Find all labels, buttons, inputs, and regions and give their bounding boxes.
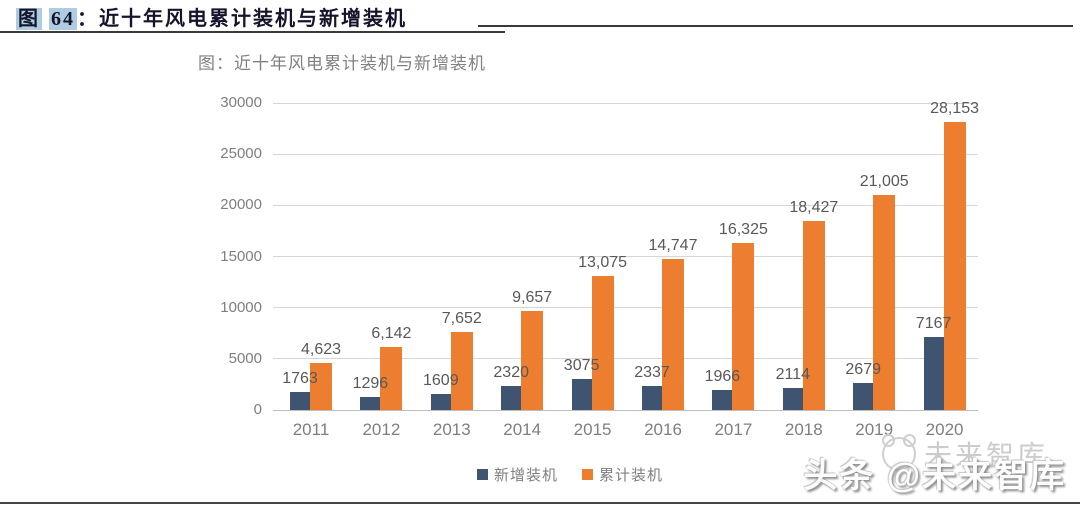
bar-label-cumulative: 6,142 <box>371 325 412 343</box>
legend-label-new: 新增装机 <box>493 467 558 484</box>
bar-label-new: 2320 <box>493 364 529 382</box>
bar-label-cumulative: 13,075 <box>578 254 628 272</box>
bottom-rule <box>0 502 1080 504</box>
figure-caption: 图 64 ：近十年风电累计装机与新增装机 <box>16 2 407 30</box>
bar-cumulative <box>591 276 614 410</box>
bar-label-new: 1763 <box>282 369 318 387</box>
bar-new <box>571 378 592 410</box>
x-tick-label: 2013 <box>432 420 471 439</box>
bar-new <box>923 336 944 410</box>
gridline <box>273 307 978 309</box>
bar-label-cumulative: 18,427 <box>789 199 839 217</box>
bar-new <box>290 391 310 410</box>
bar-cumulative <box>943 121 966 410</box>
bar-label-new: 2114 <box>775 366 810 384</box>
bar-new <box>642 386 662 410</box>
x-tick-label: 2017 <box>714 420 753 439</box>
watermark-faint-text: 未来智库 <box>924 440 1049 471</box>
bar-cumulative <box>310 362 332 410</box>
bar-label-cumulative: 14,747 <box>648 237 698 255</box>
y-tick-label: 15000 <box>220 247 262 265</box>
y-tick-label: 20000 <box>220 196 262 214</box>
figure-number: 64 <box>49 8 77 30</box>
y-tick-label: 5000 <box>228 349 262 367</box>
bar-label-cumulative: 16,325 <box>718 220 768 238</box>
legend-swatch-cumulative <box>582 469 593 480</box>
bar-label-new: 1966 <box>704 367 741 385</box>
bar-new <box>360 396 381 410</box>
gridline <box>273 409 978 411</box>
bar-cumulative <box>450 331 473 410</box>
caption-title: 近十年风电累计装机与新增装机 <box>99 8 407 30</box>
gridline <box>273 256 978 257</box>
header-rule <box>478 25 1073 27</box>
gridline <box>273 204 978 206</box>
bar-label-cumulative: 21,005 <box>859 173 909 191</box>
bar-new <box>712 389 733 410</box>
x-tick-label: 2011 <box>292 420 330 439</box>
y-tick-label: 0 <box>253 401 262 418</box>
bar-cumulative <box>873 195 896 410</box>
x-tick-label: 2016 <box>644 420 682 439</box>
legend-item-new: 新增装机 <box>476 464 558 485</box>
bar-label-new: 1296 <box>352 374 389 392</box>
y-tick-label: 10000 <box>220 298 262 316</box>
legend: 新增装机 累计装机 <box>330 464 810 485</box>
bar-label-new: 7167 <box>915 314 952 332</box>
bar-label-cumulative: 9,657 <box>512 289 553 307</box>
x-tick-label: 2018 <box>784 420 823 439</box>
chart-title: 图：近十年风电累计装机与新增装机 <box>198 54 486 73</box>
watermark-faint: 未来智库 <box>882 434 1048 474</box>
x-tick-label: 2012 <box>362 420 401 439</box>
bar-label-new: 2679 <box>845 360 881 378</box>
bar-cumulative <box>732 242 755 410</box>
caption-separator: ： <box>77 8 99 30</box>
x-tick-label: 2020 <box>925 420 964 439</box>
bar-new <box>501 386 522 410</box>
gridline <box>273 153 978 155</box>
legend-label-cumulative: 累计装机 <box>599 467 664 484</box>
gridline <box>273 358 978 360</box>
watermark-bold-text: 头条 @未来智库 <box>803 457 1066 495</box>
y-tick-label: 25000 <box>220 145 262 163</box>
bar-label-new: 3075 <box>563 356 600 374</box>
figure-word: 图 <box>16 8 42 30</box>
x-tick-label: 2015 <box>573 420 612 439</box>
bar-label-cumulative: 28,153 <box>930 99 980 117</box>
bar-cumulative <box>521 311 544 410</box>
bar-label-cumulative: 7,652 <box>441 309 482 327</box>
bar-cumulative <box>662 259 684 410</box>
bar-label-cumulative: 4,623 <box>300 340 342 358</box>
bar-label-new: 1609 <box>423 371 459 389</box>
gridline <box>273 102 978 104</box>
panda-logo-icon <box>882 434 916 471</box>
y-tick-label: 30000 <box>220 94 262 111</box>
bar-new <box>430 393 451 410</box>
bar-cumulative <box>380 347 403 410</box>
legend-item-cumulative: 累计装机 <box>582 464 663 485</box>
bar-cumulative <box>802 221 825 410</box>
bar-new <box>782 388 803 410</box>
x-tick-label: 2014 <box>503 420 542 439</box>
x-tick-label: 2019 <box>855 420 894 439</box>
bar-new <box>853 382 874 410</box>
legend-swatch-new <box>476 469 488 480</box>
caption-underline <box>0 31 505 33</box>
bar-label-new: 2337 <box>634 364 670 382</box>
